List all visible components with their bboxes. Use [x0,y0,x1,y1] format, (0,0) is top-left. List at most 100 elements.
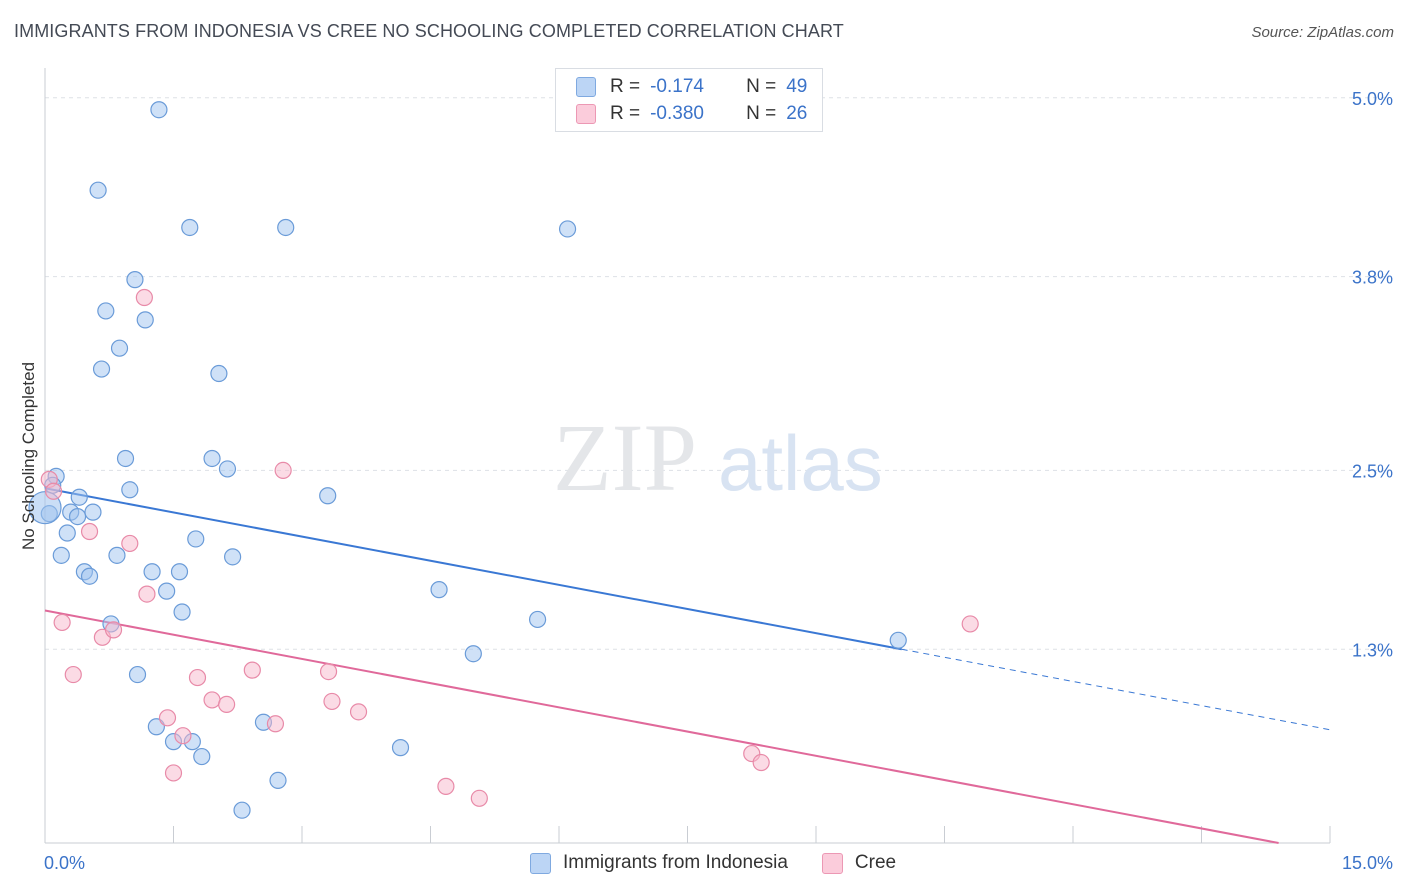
indonesia-point [218,460,237,478]
indonesia-point [889,631,907,649]
indonesia-point [89,181,107,199]
indonesia-point [319,487,337,505]
cree-point [243,661,261,679]
indonesia-point [224,548,242,566]
series-swatch-cree [821,852,843,874]
cree-point [164,764,183,782]
indonesia-point [110,339,129,357]
indonesia-point [80,567,99,585]
indonesia-point [528,610,547,629]
indonesia-point [430,581,448,599]
cree-point [752,753,770,772]
cree-point [470,789,488,807]
trend-line-0 [44,487,902,651]
series-legend-indonesia: Immigrants from Indonesia [530,852,788,874]
legend-r-label: R = [610,103,641,124]
series-swatch-indonesia [530,852,551,874]
indonesia-point [58,524,76,542]
source-label: Source: ZipAtlas.com [1251,24,1394,41]
cree-point [104,621,123,639]
cree-point [323,692,341,711]
indonesia-point [52,546,70,564]
trend-line-extension-0 [901,648,1331,731]
cree-point [349,703,368,721]
cree-point [44,482,63,500]
legend-swatch-cree [576,104,596,124]
indonesia-point [150,101,168,119]
y-tick-label: 3.8% [1352,268,1393,288]
indonesia-point [121,481,139,499]
cree-point [266,715,285,733]
cree-point [437,777,455,795]
indonesia-point [193,747,211,766]
grid-lines [45,97,1390,650]
indonesia-point [158,582,176,600]
legend-swatch-indonesia [576,77,596,97]
indonesia-point [70,488,88,506]
axes [44,68,1331,844]
indonesia-point [116,449,135,468]
indonesia-point [143,563,161,581]
watermark-atlas: atlas [718,419,883,507]
cree-point [80,522,99,541]
indonesia-point [277,218,295,237]
cree-point [135,288,153,307]
legend-n-value: 49 [786,76,808,97]
trend-lines [44,487,1331,844]
tick-labels: 1.3% 2.5% 3.8% 5.0% 0.0% 15.0% [44,89,1393,873]
cree-point [64,665,82,684]
indonesia-point [68,508,87,526]
cree-point [121,534,139,553]
cree-point [53,613,71,632]
cree-point [158,709,177,727]
indonesia-point [84,503,102,521]
indonesia-point [97,302,115,320]
indonesia-point [136,311,154,329]
indonesia-point [210,364,228,383]
series-legend: Immigrants from Indonesia Cree [530,852,930,874]
cree-point [188,668,207,687]
cree-point [218,695,236,713]
legend-row-indonesia: R = -0.174 N = 49 [576,75,807,99]
y-tick-label: 1.3% [1352,640,1393,660]
indonesia-point [170,563,189,581]
indonesia-point [269,771,287,790]
indonesia-point [128,665,147,684]
chart-title: IMMIGRANTS FROM INDONESIA VS CREE NO SCH… [14,21,844,41]
legend-r-value: -0.174 [650,76,704,97]
data-points [28,101,979,819]
legend-n-value: 26 [786,103,808,124]
legend-r-label: R = [610,76,641,97]
indonesia-point [181,218,199,237]
cree-point [174,727,192,745]
watermark: ZIP atlas [553,404,883,511]
x-tick-label: 15.0% [1342,853,1393,873]
indonesia-point [464,645,482,663]
legend-r-value: -0.380 [650,103,704,124]
x-tick-label: 0.0% [44,853,85,873]
indonesia-point [147,718,165,736]
indonesia-point [108,546,126,564]
indonesia-point [558,220,577,238]
y-tick-label: 5.0% [1352,89,1393,109]
trend-line-1 [44,609,1279,844]
indonesia-point [187,530,205,548]
indonesia-point [92,360,111,378]
indonesia-point [233,801,251,819]
indonesia-point [203,449,221,468]
cree-point [138,585,156,603]
indonesia-point [173,603,191,621]
legend-n-label: N = [746,76,777,97]
series-name-cree: Cree [854,852,897,873]
watermark-zip: ZIP [553,404,697,511]
cree-point [961,615,979,633]
legend-row-cree: R = -0.380 N = 26 [576,102,807,126]
series-name-indonesia: Immigrants from Indonesia [563,852,788,873]
cree-point [203,691,221,709]
indonesia-point [126,271,144,289]
series-legend-cree: Cree [821,852,897,874]
cree-point [319,663,338,681]
indonesia-point [391,739,410,757]
correlation-legend: R = -0.174 N = 49 R = -0.380 N = 26 [555,68,823,132]
